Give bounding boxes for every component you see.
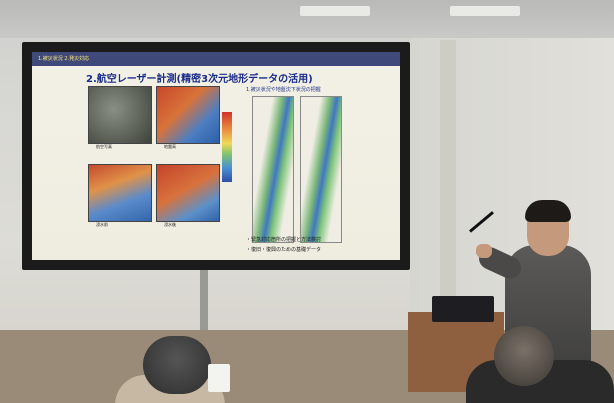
presenter-hand bbox=[476, 244, 492, 258]
paper-cup bbox=[208, 364, 230, 392]
audience-member-head bbox=[494, 326, 554, 386]
elevation-legend bbox=[222, 112, 232, 182]
aerial-photo-tile bbox=[88, 86, 152, 144]
ceiling-light bbox=[300, 6, 370, 16]
coastline-map bbox=[300, 96, 342, 243]
bullet-text: ・緊急対応箇所の把握と方法検討 bbox=[246, 237, 322, 243]
slide-header: 1.被災状況 2.発災対応 bbox=[32, 52, 400, 66]
elevation-map-tile bbox=[88, 164, 152, 222]
elevation-map-tile bbox=[156, 164, 220, 222]
tile-caption: 浸水前 bbox=[96, 222, 108, 227]
elevation-map-tile bbox=[156, 86, 220, 144]
coastline-map bbox=[252, 96, 294, 243]
ceiling-light bbox=[450, 6, 520, 16]
audience-member-head bbox=[143, 336, 211, 394]
tile-caption: 航空写真 bbox=[96, 144, 112, 149]
tile-caption: 浸水後 bbox=[164, 222, 176, 227]
tile-caption: 地盤高 bbox=[164, 144, 176, 149]
slide-title: 2.航空レーザー計測(精密3次元地形データの活用) bbox=[86, 74, 313, 85]
panel-title: 1.被災状況や地盤沈下状況の把握 bbox=[246, 87, 321, 93]
projected-slide: 1.被災状況 2.発災対応 2.航空レーザー計測(精密3次元地形データの活用) … bbox=[32, 52, 400, 260]
wall-pillar bbox=[440, 40, 456, 330]
laptop bbox=[432, 296, 494, 322]
presenter-hair bbox=[525, 200, 571, 222]
bullet-text: ・復旧・復興のための基礎データ bbox=[246, 247, 322, 253]
ceiling bbox=[0, 0, 614, 38]
screen-stand bbox=[200, 270, 208, 330]
